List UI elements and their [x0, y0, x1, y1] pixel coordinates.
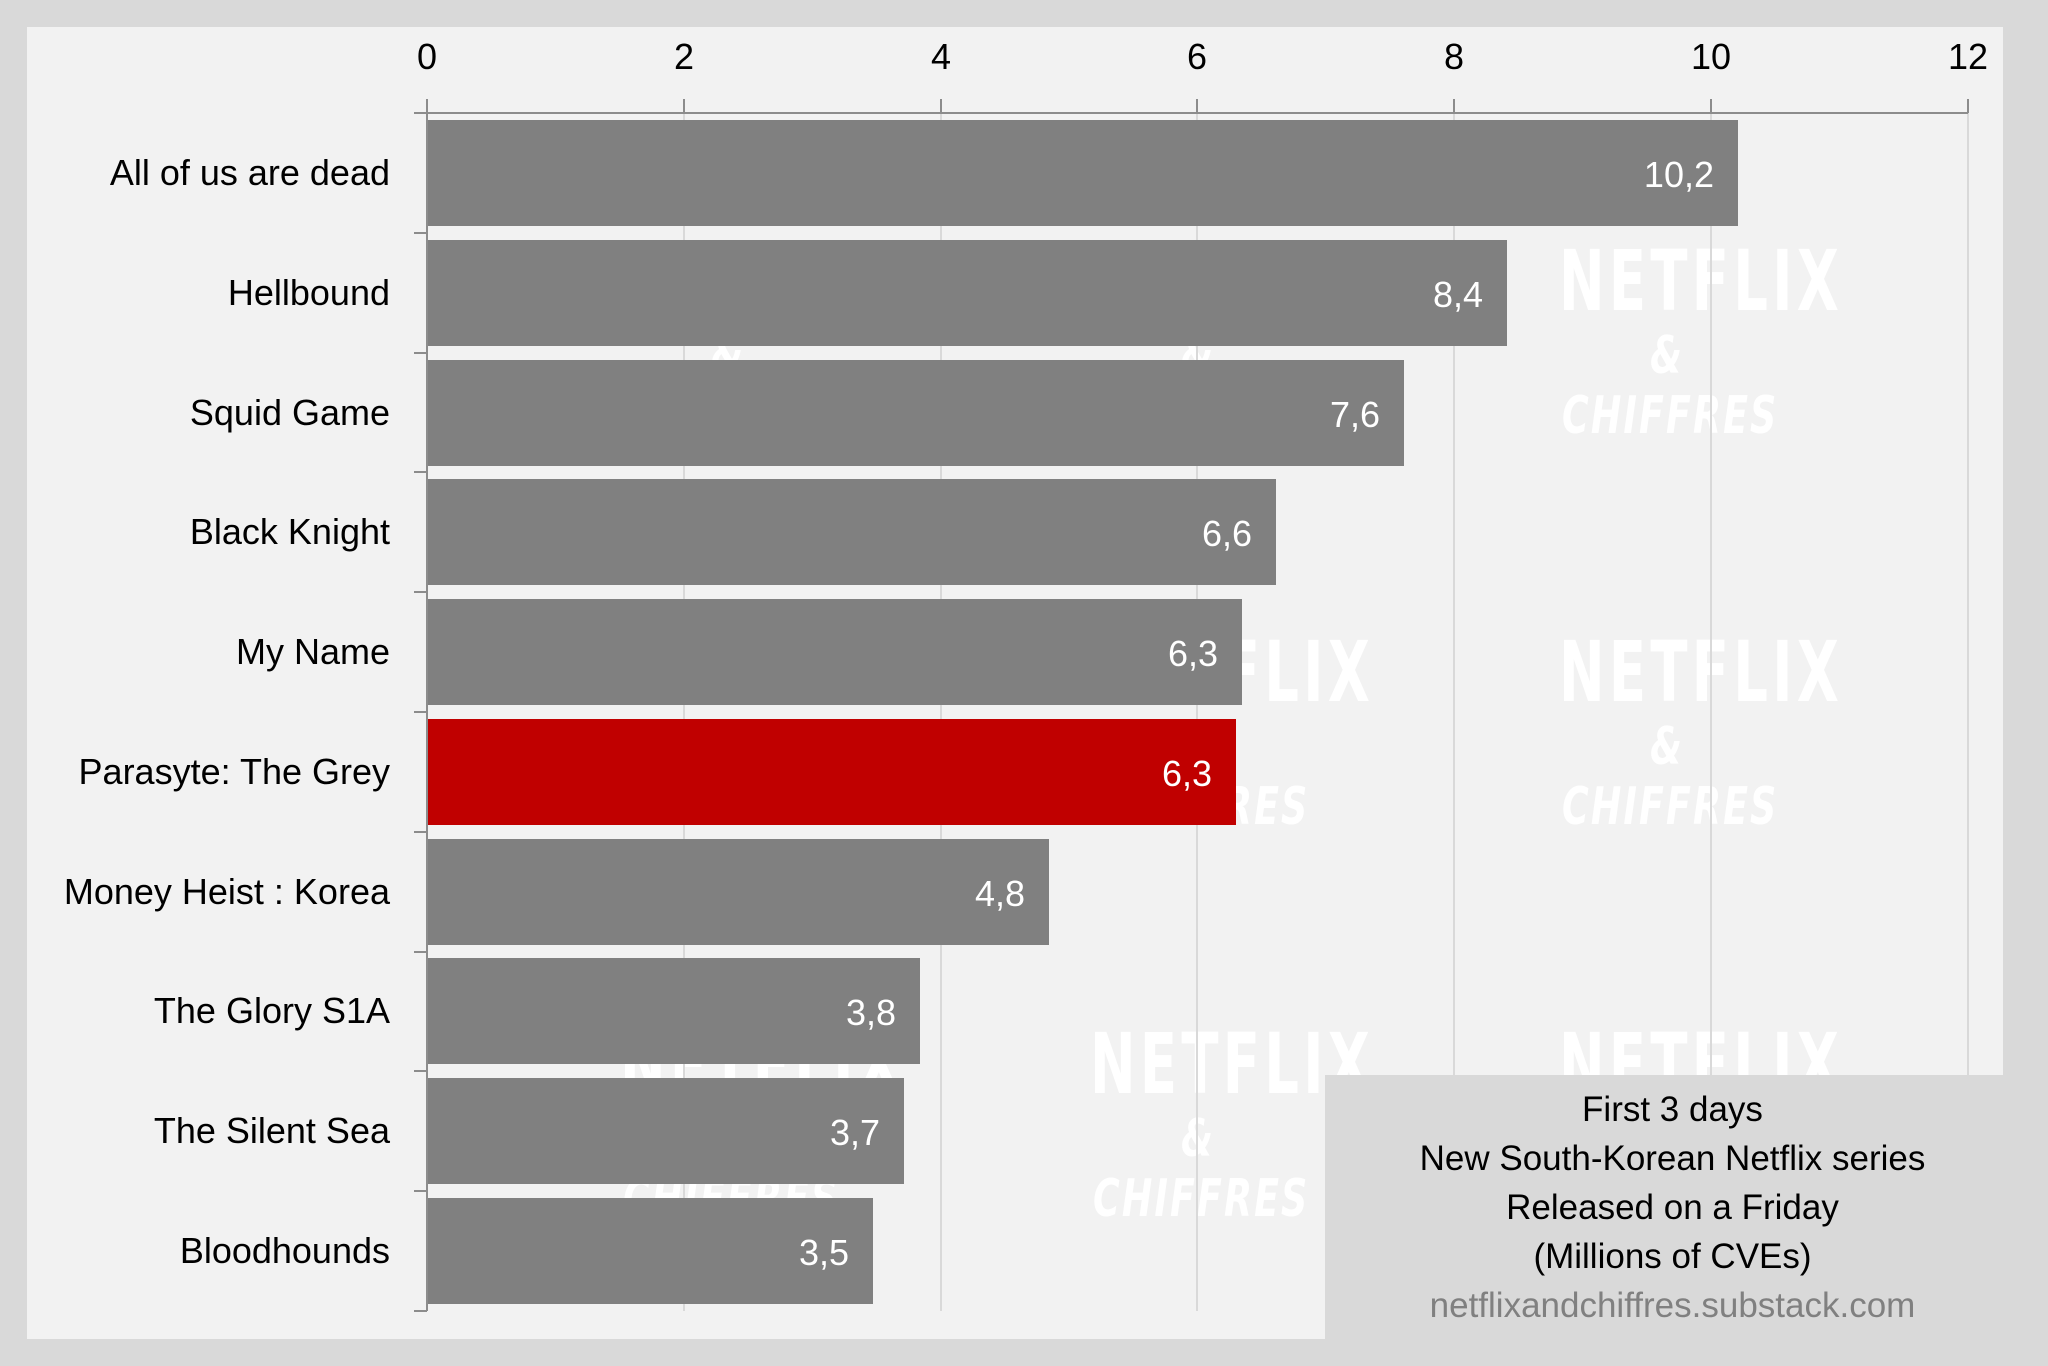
bar: 6,3 — [428, 599, 1242, 705]
y-tick-mark — [414, 1190, 427, 1193]
gridline — [1453, 113, 1455, 1311]
gridline — [1710, 113, 1712, 1311]
y-axis-line — [426, 113, 428, 1311]
x-axis-line — [427, 112, 1968, 114]
bar: 6,6 — [428, 479, 1276, 585]
x-tick-mark — [683, 99, 685, 113]
bar-value-label: 6,3 — [1167, 633, 1218, 674]
bar-value-label: 4,8 — [974, 873, 1025, 914]
bar-highlighted: 6,3 — [428, 719, 1236, 825]
x-tick-mark — [1967, 99, 1969, 113]
category-label: Black Knight — [189, 511, 390, 552]
category-label: Money Heist : Korea — [63, 871, 390, 912]
bar: 3,5 — [428, 1198, 873, 1304]
source-url: netflixandchiffres.substack.com — [1429, 1286, 1916, 1325]
bar-value-label: 8,4 — [1432, 274, 1483, 315]
category-label: Squid Game — [189, 392, 390, 433]
y-tick-mark — [414, 351, 427, 354]
legend-line-1: First 3 days — [1582, 1090, 1763, 1129]
bar-value-label: 10,2 — [1643, 154, 1714, 195]
category-label: The Silent Sea — [153, 1110, 390, 1151]
y-tick-mark — [414, 471, 427, 474]
category-label: My Name — [235, 631, 390, 672]
y-tick-mark — [414, 1310, 427, 1312]
bar: 7,6 — [428, 360, 1404, 466]
y-tick-mark — [414, 830, 427, 833]
bar: 4,8 — [428, 839, 1049, 945]
x-tick-mark — [426, 99, 428, 113]
x-tick-mark — [1453, 99, 1455, 113]
legend-line-4: (Millions of CVEs) — [1533, 1237, 1812, 1276]
legend-line-3: Released on a Friday — [1506, 1188, 1839, 1227]
y-tick-mark — [414, 950, 427, 953]
y-tick-mark — [414, 1070, 427, 1073]
bar: 10,2 — [428, 120, 1738, 226]
y-tick-mark — [414, 231, 427, 234]
x-tick-label: 2 — [673, 36, 695, 77]
y-tick-mark — [414, 112, 427, 114]
gridline — [1196, 113, 1198, 1311]
bar-value-label: 6,3 — [1161, 753, 1212, 794]
bar-value-label: 3,7 — [829, 1112, 880, 1153]
gridline — [1967, 113, 1969, 1311]
x-tick-label: 0 — [416, 36, 438, 77]
category-label: All of us are dead — [109, 152, 390, 193]
x-tick-label: 12 — [1947, 36, 1989, 77]
bar: 3,8 — [428, 958, 920, 1064]
x-tick-label: 4 — [930, 36, 952, 77]
x-tick-label: 6 — [1186, 36, 1208, 77]
gridline — [683, 113, 685, 1311]
x-tick-label: 8 — [1443, 36, 1465, 77]
category-label: Parasyte: The Grey — [78, 751, 390, 792]
x-tick-mark — [940, 99, 942, 113]
x-tick-mark — [1710, 99, 1712, 113]
bar: 8,4 — [428, 240, 1507, 346]
x-tick-mark — [1196, 99, 1198, 113]
category-label: Hellbound — [227, 272, 390, 313]
legend-line-2: New South-Korean Netflix series — [1419, 1139, 1926, 1178]
bar: 3,7 — [428, 1078, 904, 1184]
category-label: Bloodhounds — [179, 1230, 390, 1271]
bar-value-label: 7,6 — [1329, 394, 1380, 435]
y-tick-mark — [414, 591, 427, 594]
bar-value-label: 3,5 — [798, 1232, 849, 1273]
y-tick-mark — [414, 711, 427, 713]
bar-value-label: 3,8 — [845, 992, 896, 1033]
legend-box: First 3 days New South-Korean Netflix se… — [1325, 1075, 2020, 1339]
bar-value-label: 6,6 — [1201, 513, 1252, 554]
x-tick-label: 10 — [1690, 36, 1732, 77]
gridline — [940, 113, 942, 1311]
category-label: The Glory S1A — [153, 990, 390, 1031]
